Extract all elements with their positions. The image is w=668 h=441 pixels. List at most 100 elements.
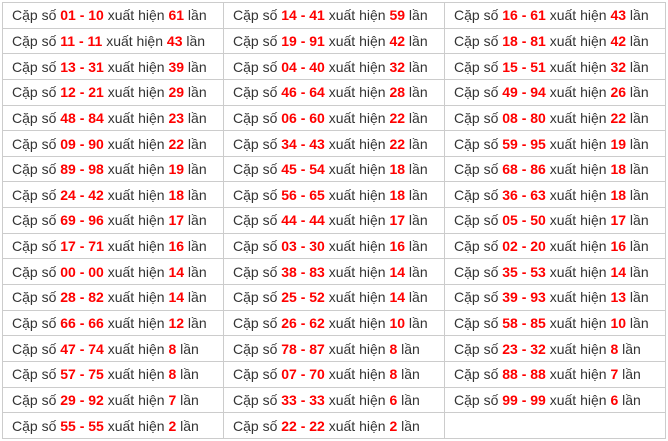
pair-count: 8 bbox=[168, 366, 177, 383]
pair-count: 22 bbox=[389, 109, 406, 126]
pair-label-prefix: Cặp số bbox=[12, 58, 57, 75]
pair-numbers: 34 - 43 bbox=[281, 135, 325, 152]
pair-label-times: lần bbox=[629, 161, 649, 178]
pair-count: 16 bbox=[389, 238, 406, 255]
table-row: Cặp số 11 - 11 xuất hiện 43 lần Cặp số 19… bbox=[2, 27, 666, 55]
pair-stat-cell: Cặp số 68 - 86 xuất hiện 18 lần bbox=[444, 155, 666, 183]
pair-label-prefix: Cặp số bbox=[12, 366, 57, 383]
pair-count: 14 bbox=[610, 263, 627, 280]
pair-stat-cell: Cặp số 46 - 64 xuất hiện 28 lần bbox=[223, 78, 445, 106]
pair-numbers: 19 - 91 bbox=[281, 32, 325, 49]
pair-count: 7 bbox=[610, 366, 619, 383]
pair-count: 16 bbox=[168, 238, 185, 255]
pair-count: 10 bbox=[610, 315, 627, 331]
pair-label-prefix: Cặp số bbox=[12, 161, 57, 178]
pair-count: 8 bbox=[168, 340, 177, 357]
pair-count: 18 bbox=[168, 186, 185, 203]
pair-label-prefix: Cặp số bbox=[454, 161, 499, 178]
pair-stat-cell: Cặp số 18 - 81 xuất hiện 42 lần bbox=[444, 27, 666, 55]
pair-label-appears: xuất hiện bbox=[107, 135, 165, 152]
pair-numbers: 24 - 42 bbox=[60, 186, 104, 203]
pair-label-prefix: Cặp số bbox=[12, 289, 57, 306]
pair-numbers: 08 - 80 bbox=[502, 109, 546, 126]
pair-label-appears: xuất hiện bbox=[549, 263, 607, 280]
pair-label-prefix: Cặp số bbox=[12, 212, 57, 229]
pair-label-prefix: Cặp số bbox=[233, 161, 278, 178]
pair-label-prefix: Cặp số bbox=[233, 109, 278, 126]
pair-label-appears: xuất hiện bbox=[107, 391, 165, 408]
pair-label-appears: xuất hiện bbox=[549, 212, 607, 229]
pair-label-prefix: Cặp số bbox=[454, 186, 499, 203]
pair-label-times: lần bbox=[401, 340, 420, 357]
pair-label-times: lần bbox=[629, 263, 649, 280]
table-row: Cặp số 89 - 98 xuất hiện 19 lần Cặp số 45… bbox=[2, 155, 666, 183]
pair-stat-cell: Cặp số 19 - 91 xuất hiện 42 lần bbox=[223, 27, 445, 55]
pair-stat-cell: Cặp số 99 - 99 xuất hiện 6 lần bbox=[444, 386, 666, 414]
pair-stat-cell: Cặp số 57 - 75 xuất hiện 8 lần bbox=[2, 360, 224, 388]
pair-numbers: 58 - 85 bbox=[502, 315, 546, 331]
pair-numbers: 38 - 83 bbox=[281, 263, 325, 280]
pair-label-times: lần bbox=[622, 366, 641, 383]
pair-label-times: lần bbox=[629, 58, 649, 75]
pair-label-appears: xuất hiện bbox=[328, 161, 386, 178]
pair-label-times: lần bbox=[629, 7, 649, 24]
pair-numbers: 44 - 44 bbox=[281, 212, 325, 229]
pair-label-prefix: Cặp số bbox=[12, 84, 57, 101]
pair-label-appears: xuất hiện bbox=[328, 84, 386, 101]
pair-label-prefix: Cặp số bbox=[454, 366, 499, 383]
pair-count: 42 bbox=[610, 32, 627, 49]
pair-label-appears: xuất hiện bbox=[328, 340, 386, 357]
pair-label-prefix: Cặp số bbox=[12, 417, 57, 434]
pair-count: 14 bbox=[168, 289, 185, 306]
pair-stat-cell: Cặp số 78 - 87 xuất hiện 8 lần bbox=[223, 335, 445, 362]
pair-count: 29 bbox=[168, 84, 185, 101]
pair-label-appears: xuất hiện bbox=[549, 58, 607, 75]
pair-numbers: 88 - 88 bbox=[502, 366, 546, 383]
pair-label-appears: xuất hiện bbox=[549, 135, 607, 152]
pair-count: 6 bbox=[389, 391, 398, 408]
pair-label-times: lần bbox=[629, 84, 649, 101]
pair-label-appears: xuất hiện bbox=[107, 84, 165, 101]
pair-numbers: 36 - 63 bbox=[502, 186, 546, 203]
pair-label-appears: xuất hiện bbox=[107, 7, 165, 24]
pair-label-prefix: Cặp số bbox=[454, 109, 499, 126]
table-row: Cặp số 29 - 92 xuất hiện 7 lần Cặp số 33 … bbox=[2, 386, 666, 414]
pair-count: 8 bbox=[389, 366, 398, 383]
pair-label-prefix: Cặp số bbox=[233, 391, 278, 408]
pair-label-appears: xuất hiện bbox=[549, 238, 607, 255]
pair-label-prefix: Cặp số bbox=[454, 58, 499, 75]
pair-label-times: lần bbox=[180, 340, 199, 357]
pair-label-appears: xuất hiện bbox=[328, 417, 386, 434]
pair-label-times: lần bbox=[408, 186, 428, 203]
pair-numbers: 45 - 54 bbox=[281, 161, 325, 178]
pair-label-appears: xuất hiện bbox=[549, 315, 607, 331]
pair-label-times: lần bbox=[187, 109, 207, 126]
pair-stat-cell: Cặp số 06 - 60 xuất hiện 22 lần bbox=[223, 104, 445, 132]
pair-stat-cell: Cặp số 29 - 92 xuất hiện 7 lần bbox=[2, 386, 224, 414]
pair-count: 23 bbox=[168, 109, 185, 126]
table-row: Cặp số 01 - 10 xuất hiện 61 lần Cặp số 14… bbox=[2, 2, 666, 29]
pair-stat-cell: Cặp số 45 - 54 xuất hiện 18 lần bbox=[223, 155, 445, 183]
table-row: Cặp số 24 - 42 xuất hiện 18 lần Cặp số 56… bbox=[2, 181, 666, 209]
pair-count: 43 bbox=[610, 7, 627, 24]
pair-stat-cell: Cặp số 25 - 52 xuất hiện 14 lần bbox=[223, 284, 445, 311]
pair-numbers: 35 - 53 bbox=[502, 263, 546, 280]
pair-label-times: lần bbox=[187, 84, 207, 101]
pair-numbers: 46 - 64 bbox=[281, 84, 325, 101]
pair-label-appears: xuất hiện bbox=[107, 289, 165, 306]
pair-stat-cell: Cặp số 55 - 55 xuất hiện 2 lần bbox=[2, 412, 224, 439]
pair-count: 6 bbox=[610, 391, 619, 408]
table-row: Cặp số 66 - 66 xuất hiện 12 lần Cặp số 26… bbox=[2, 309, 666, 337]
pair-label-prefix: Cặp số bbox=[454, 212, 499, 229]
pair-stat-cell: Cặp số 34 - 43 xuất hiện 22 lần bbox=[223, 130, 445, 157]
pair-stat-cell bbox=[444, 412, 666, 439]
pair-stat-cell: Cặp số 66 - 66 xuất hiện 12 lần bbox=[2, 309, 224, 337]
table-row: Cặp số 48 - 84 xuất hiện 23 lần Cặp số 06… bbox=[2, 104, 666, 132]
table-row: Cặp số 69 - 96 xuất hiện 17 lần Cặp số 44… bbox=[2, 207, 666, 234]
pair-label-times: lần bbox=[186, 32, 206, 49]
pair-count: 2 bbox=[168, 417, 177, 434]
pair-count: 28 bbox=[389, 84, 406, 101]
pair-stat-cell: Cặp số 02 - 20 xuất hiện 16 lần bbox=[444, 232, 666, 260]
pair-numbers: 00 - 00 bbox=[60, 263, 104, 280]
pair-stat-cell: Cặp số 89 - 98 xuất hiện 19 lần bbox=[2, 155, 224, 183]
